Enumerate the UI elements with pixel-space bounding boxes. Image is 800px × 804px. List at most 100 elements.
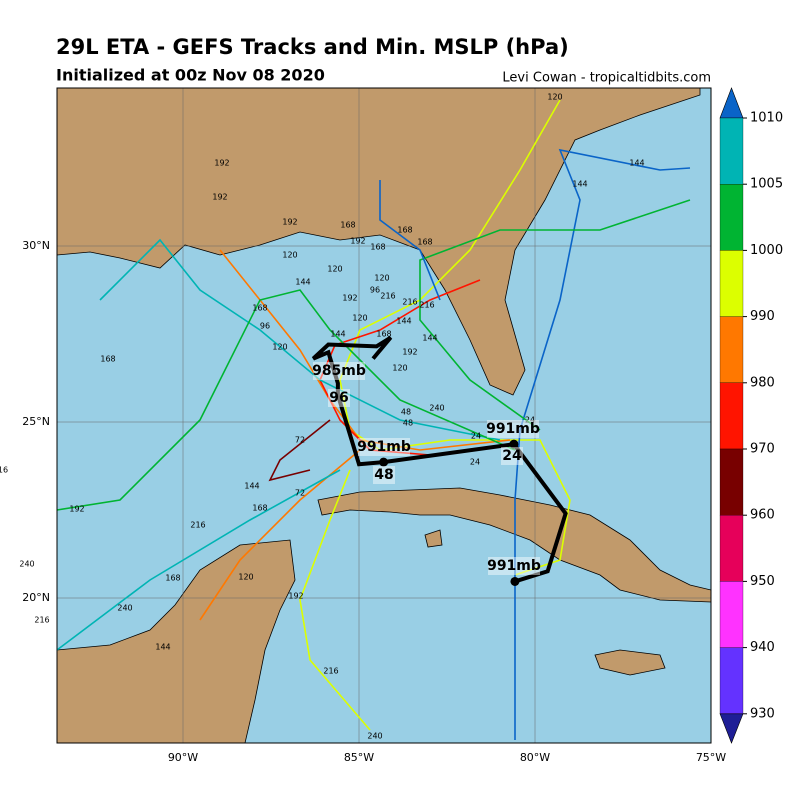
hour-label: 168 xyxy=(252,304,267,313)
lon-label: 90°W xyxy=(168,751,198,764)
lat-label: 25°N xyxy=(22,415,50,428)
label-box xyxy=(373,466,395,484)
hour-label: 72 xyxy=(295,436,305,445)
hour-label: 240 xyxy=(117,604,132,613)
colorbar-bin xyxy=(719,117,744,185)
mean-track-label: 96 xyxy=(329,390,348,406)
hour-label: 240 xyxy=(367,732,382,741)
colorbar-tip xyxy=(719,87,744,119)
hour-label: 120 xyxy=(327,265,342,274)
lat-label: 20°N xyxy=(22,591,50,604)
colorbar-label: 960 xyxy=(750,508,775,523)
map-frame xyxy=(56,87,712,744)
hour-label: 48 xyxy=(401,408,411,417)
credit: Levi Cowan - tropicaltidbits.com xyxy=(502,71,711,86)
colorbar-bin xyxy=(719,581,744,648)
hour-label: 144 xyxy=(295,278,310,287)
colorbar-label: 930 xyxy=(750,706,775,721)
hour-label: 72 xyxy=(295,489,305,498)
hour-label: 192 xyxy=(402,348,417,357)
label-box xyxy=(501,447,523,465)
hour-label: 96 xyxy=(370,286,380,295)
hour-label: 192 xyxy=(342,294,357,303)
hour-label: 168 xyxy=(165,574,180,583)
mean-track-label: 991mb xyxy=(486,421,540,437)
colorbar-bin xyxy=(719,184,744,251)
label-box xyxy=(487,420,539,438)
hour-label: 168 xyxy=(100,355,115,364)
subtitle: Initialized at 00z Nov 08 2020 xyxy=(56,66,325,85)
label-box xyxy=(358,438,410,456)
title: 29L ETA - GEFS Tracks and Min. MSLP (hPa… xyxy=(56,35,569,59)
label-box xyxy=(328,389,350,407)
hour-label: 144 xyxy=(396,317,411,326)
hour-label: 192 xyxy=(69,505,84,514)
hour-label: 216 xyxy=(380,292,395,301)
hour-label: 120 xyxy=(272,343,287,352)
hour-label: 192 xyxy=(288,592,303,601)
colorbar-bin xyxy=(719,250,744,317)
hour-label: 192 xyxy=(214,159,229,168)
member-track xyxy=(419,199,691,431)
lat-label: 30°N xyxy=(22,239,50,252)
lon-label: 80°W xyxy=(520,751,550,764)
hour-label: 96 xyxy=(260,322,270,331)
hour-label: 24 xyxy=(471,432,481,441)
member-track xyxy=(268,419,331,482)
hour-label: 120 xyxy=(374,274,389,283)
land xyxy=(57,88,711,743)
mean-track-label: 985mb xyxy=(312,363,366,379)
colorbar-label: 1005 xyxy=(750,177,783,192)
member-track xyxy=(299,469,371,731)
track-point xyxy=(510,576,520,586)
member-track xyxy=(57,469,341,651)
track-point xyxy=(509,439,519,449)
hour-label: 120 xyxy=(352,314,367,323)
hour-label: 16 xyxy=(0,466,8,475)
colorbar-label: 1010 xyxy=(750,111,783,126)
colorbar-bin xyxy=(719,448,744,516)
hour-label: 168 xyxy=(376,330,391,339)
label-box xyxy=(488,557,540,575)
hour-label: 144 xyxy=(330,330,345,339)
colorbar-label: 1000 xyxy=(750,243,783,258)
hour-label: 168 xyxy=(397,226,412,235)
hour-label: 240 xyxy=(429,404,444,413)
hour-label: 24 xyxy=(470,458,480,467)
mean-track-label: 24 xyxy=(502,448,522,464)
mean-track xyxy=(311,335,568,584)
mean-track-label: 48 xyxy=(374,467,393,483)
member-track xyxy=(57,289,516,511)
hour-label: 168 xyxy=(252,504,267,513)
hour-label: 48 xyxy=(403,419,413,428)
colorbar-label: 980 xyxy=(750,375,775,390)
member-track xyxy=(379,180,441,301)
hour-label: 144 xyxy=(422,334,437,343)
hour-label: 192 xyxy=(350,237,365,246)
hour-label: 168 xyxy=(417,238,432,247)
hour-label: 192 xyxy=(282,218,297,227)
colorbar-label: 940 xyxy=(750,640,775,655)
hour-label: 120 xyxy=(392,364,407,373)
lon-label: 85°W xyxy=(344,751,374,764)
colorbar-label: 950 xyxy=(750,574,775,589)
hour-label: 144 xyxy=(572,180,587,189)
hour-label: 144 xyxy=(155,643,170,652)
colorbar-bin xyxy=(719,382,744,450)
map xyxy=(57,88,711,743)
hour-label: 144 xyxy=(244,482,259,491)
colorbar-tip xyxy=(719,713,744,744)
hour-label: 120 xyxy=(282,251,297,260)
colorbar-label: 990 xyxy=(750,309,775,324)
hour-label: 120 xyxy=(238,573,253,582)
hour-label: 216 xyxy=(190,521,205,530)
hour-label: 120 xyxy=(547,93,562,102)
track-point xyxy=(379,457,389,467)
hour-label: 216 xyxy=(402,298,417,307)
member-track xyxy=(99,238,501,441)
hour-label: 192 xyxy=(212,193,227,202)
label-box xyxy=(313,362,365,380)
hour-label: 168 xyxy=(340,221,355,230)
mean-track-label: 991mb xyxy=(357,439,411,455)
